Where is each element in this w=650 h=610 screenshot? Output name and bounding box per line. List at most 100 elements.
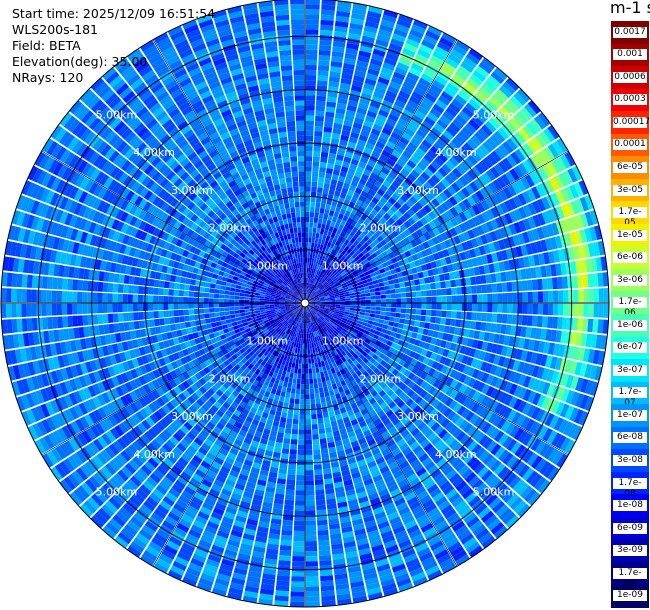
ray-gate-cell [503,335,511,346]
ray-gate-cell [541,278,548,290]
ray-gate-cell [306,293,310,299]
ray-gate-cell [420,290,427,297]
ray-gate-cell [363,329,370,336]
ray-gate-cell [478,144,490,156]
ray-gate-cell [502,187,513,199]
ray-gate-cell [316,289,321,294]
ray-gate-cell [319,39,332,46]
ray-gate-cell [454,69,469,82]
ray-gate-cell [480,395,490,407]
ray-gate-cell [350,300,356,303]
ray-gate-cell [525,268,532,280]
ray-gate-cell [315,115,325,122]
ray-gate-cell [530,136,543,151]
ray-gate-cell [467,377,477,388]
ray-gate-cell [444,357,452,367]
ray-gate-cell [305,14,320,20]
ray-gate-cell [420,217,428,226]
ray-gate-cell [551,140,564,156]
ray-gate-cell [316,187,323,193]
ray-gate-cell [399,231,407,240]
ray-gate-cell [352,233,359,240]
ray-gate-cell [343,57,356,65]
ray-gate-cell [319,570,333,577]
ray-gate-cell [305,59,317,66]
ray-gate-cell [433,141,444,152]
ray-gate-cell [348,264,355,271]
ray-gate-cell [360,300,366,303]
ray-gate-cell [552,290,559,303]
ray-gate-cell [457,233,466,243]
ray-gate-cell [311,291,316,296]
ray-gate-cell [592,273,599,287]
ray-gate-cell [437,331,444,340]
ray-gate-cell [441,149,452,160]
ray-gate-cell [349,237,356,244]
ray-gate-cell [381,167,391,176]
ray-gate-cell [466,286,472,295]
ray-gate-cell [418,124,430,135]
ray-gate-cell [397,118,409,128]
ray-gate-cell [543,146,555,161]
ray-gate-cell [284,428,292,434]
ray-gate-cell [325,299,331,301]
ray-gate-cell [334,233,340,240]
ray-gate-cell [422,328,429,336]
ray-gate-cell [541,196,551,210]
ray-gate-cell [358,134,369,142]
ray-gate-cell [430,352,438,361]
ray-gate-cell [477,86,491,100]
ray-gate-cell [459,251,467,261]
ray-gate-cell [444,174,455,185]
ray-gate-cell [308,237,312,243]
ray-gate-cell [379,268,386,274]
ray-gate-cell [325,276,330,282]
ray-gate-cell [514,148,526,162]
ray-gate-cell [322,280,327,286]
ray-gate-cell [476,225,485,236]
ray-gate-cell [378,109,389,118]
ray-gate-cell [327,279,333,284]
ray-gate-cell [422,97,435,108]
ray-gate-cell [361,279,368,285]
ray-gate-cell [444,199,454,209]
ray-gate-cell [507,358,516,370]
ray-gate-cell [520,177,531,190]
ray-gate-cell [403,190,413,199]
ray-gate-cell [339,294,346,298]
ray-gate-cell [559,403,570,418]
ray-gate-cell [538,253,546,266]
ray-gate-cell [433,324,441,332]
ray-gate-cell [505,346,514,358]
ray-gate-cell [410,169,420,179]
ray-gate-cell [404,319,411,325]
ray-gate-cell [504,212,513,225]
ray-gate-cell [373,283,380,289]
ray-gate-cell [349,230,356,238]
ray-gate-cell [333,279,339,284]
ray-gate-cell [441,310,447,318]
ray-gate-cell [415,219,424,229]
ray-gate-cell [308,267,311,273]
ray-gate-cell [313,279,317,285]
ray-gate-cell [391,326,398,333]
ray-gate-cell [488,182,498,194]
ray-gate-cell [344,291,350,295]
ray-gate-cell [352,175,361,183]
ray-gate-cell [324,116,334,123]
ray-gate-cell [331,316,337,321]
ray-gate-cell [451,311,457,319]
ray-gate-cell [558,303,564,316]
ray-gate-cell [323,309,330,313]
ray-gate-cell [490,376,499,387]
ray-gate-cell [535,266,542,278]
ray-gate-cell [326,198,333,206]
ray-gate-cell [312,227,317,233]
ray-gate-cell [556,138,568,153]
ray-gate-cell [437,347,445,356]
ray-gate-cell [342,284,348,289]
ray-gate-cell [391,273,398,280]
ray-gate-cell [365,292,371,297]
ray-gate-cell [374,163,384,172]
ray-gate-cell [284,494,295,501]
